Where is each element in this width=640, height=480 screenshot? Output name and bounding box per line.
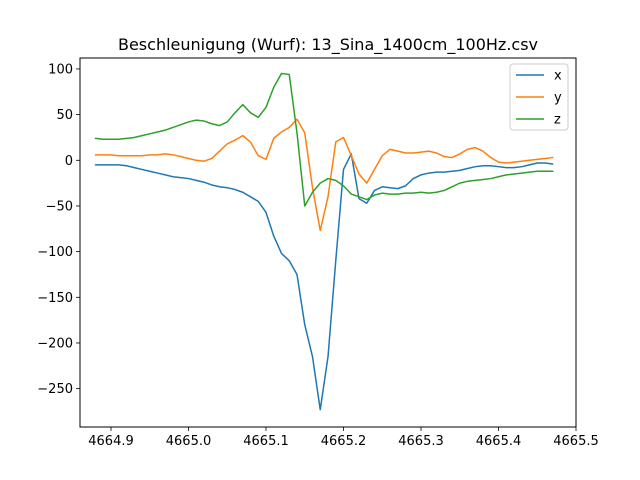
series-line-y <box>94 118 554 232</box>
axes-frame <box>79 57 577 428</box>
series-line-x <box>94 153 554 411</box>
chart-title: Beschleunigung (Wurf): 13_Sina_1400cm_10… <box>118 35 538 55</box>
legend-label-y: y <box>554 91 562 106</box>
y-tick-label: 100 <box>48 62 73 77</box>
x-tick-label: 4664.9 <box>88 434 134 449</box>
y-tick-label: 50 <box>56 108 73 123</box>
x-tick-label: 4665.4 <box>476 434 522 449</box>
x-tick-label: 4665.1 <box>243 434 289 449</box>
y-tick-label: −100 <box>37 245 73 260</box>
y-axis: 100 50 0 −50 −100 −150 −200 −250 <box>37 62 80 397</box>
y-tick-label: −50 <box>46 199 73 214</box>
legend: xyz <box>509 63 569 131</box>
plot-area <box>94 72 554 411</box>
x-axis: 4664.9 4665.0 4665.1 4665.2 4665.3 4665.4 4665… <box>88 427 599 449</box>
y-tick-label: −150 <box>37 291 73 306</box>
x-tick-label: 4665.3 <box>398 434 444 449</box>
x-tick-label: 4665.0 <box>166 434 212 449</box>
x-tick-label: 4665.5 <box>553 434 599 449</box>
y-tick-label: −250 <box>37 382 73 397</box>
y-tick-label: 0 <box>65 154 73 169</box>
series-line-z <box>94 72 554 207</box>
legend-label-z: z <box>554 113 561 128</box>
legend-label-x: x <box>554 69 562 84</box>
y-tick-label: −200 <box>37 336 73 351</box>
x-tick-label: 4665.2 <box>321 434 367 449</box>
